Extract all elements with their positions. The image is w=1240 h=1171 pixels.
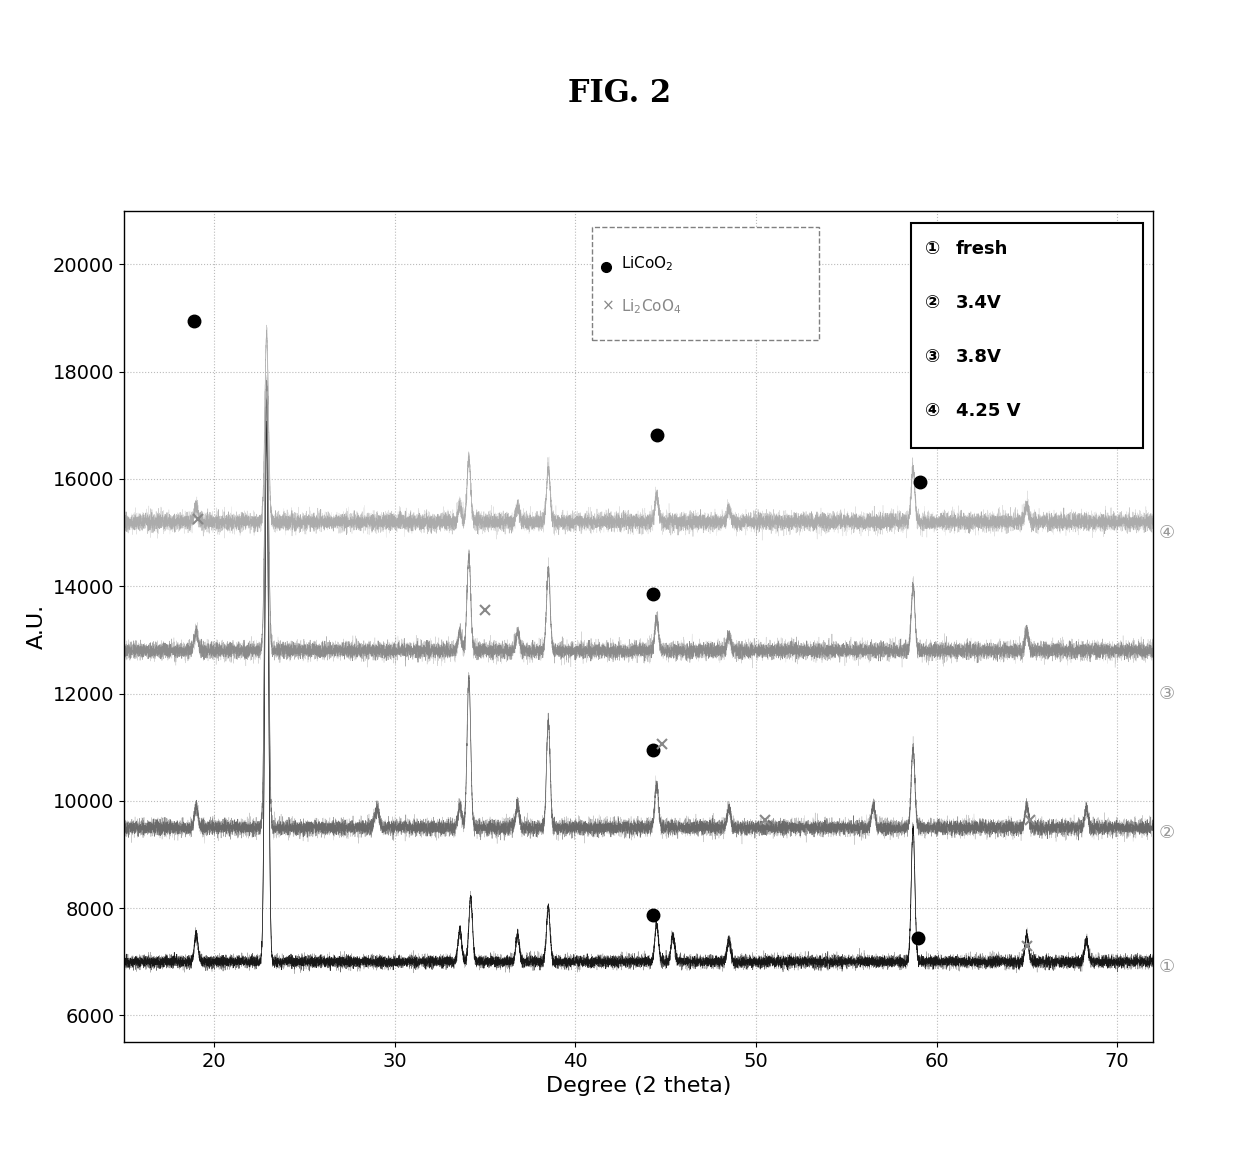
Text: ①: ① [925,240,940,258]
Text: Li$_2$CoO$_4$: Li$_2$CoO$_4$ [621,297,682,316]
Text: ③: ③ [925,348,940,367]
Text: ×: × [601,299,614,314]
Y-axis label: A.U.: A.U. [27,604,47,649]
Text: ②: ② [1158,824,1174,842]
Text: ①: ① [1158,958,1174,977]
Text: ④: ④ [925,402,940,420]
FancyBboxPatch shape [593,227,818,340]
Text: ④: ④ [1158,523,1174,542]
Text: ③: ③ [1158,685,1174,703]
Text: ②: ② [925,294,940,311]
Text: 4.25 V: 4.25 V [956,402,1021,420]
Text: 3.4V: 3.4V [956,294,1002,311]
FancyBboxPatch shape [911,224,1143,447]
X-axis label: Degree (2 theta): Degree (2 theta) [546,1076,732,1096]
Text: LiCoO$_2$: LiCoO$_2$ [621,254,673,273]
Text: 3.8V: 3.8V [956,348,1002,367]
Text: FIG. 2: FIG. 2 [568,78,672,109]
Text: fresh: fresh [956,240,1008,258]
